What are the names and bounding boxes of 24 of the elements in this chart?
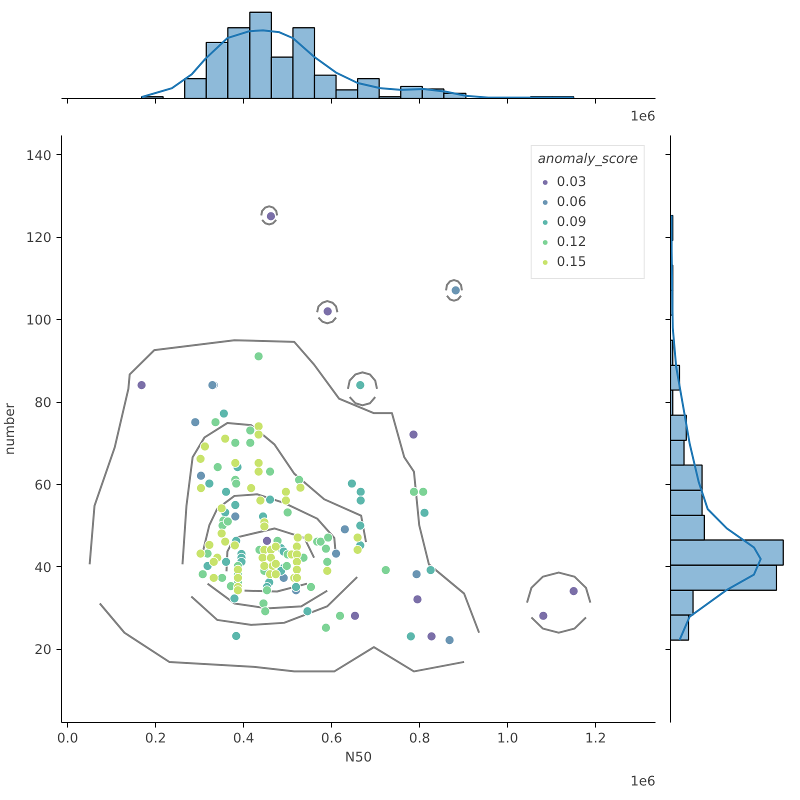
x-tick-label: 0.2 xyxy=(145,732,166,746)
y-tick-label: 40 xyxy=(34,560,52,576)
y-tick-label: 100 xyxy=(26,314,52,329)
legend-label: 0.03 xyxy=(556,174,586,190)
y-tick-label: 120 xyxy=(26,231,52,246)
y-axis-title: number xyxy=(3,402,18,456)
y-tick-label: 20 xyxy=(34,643,52,658)
text: 1e6 xyxy=(630,774,656,790)
x-tick-label: 0.8 xyxy=(409,732,430,746)
x-tick-label: 0.0 xyxy=(57,732,78,746)
legend-title: anomaly_score xyxy=(538,152,638,167)
legend-label: 0.09 xyxy=(556,214,586,230)
legend-label: 0.12 xyxy=(556,234,586,250)
text: 1e6 xyxy=(630,110,656,124)
legend-label: 0.15 xyxy=(556,254,586,270)
legend-label: 0.06 xyxy=(556,194,586,210)
x-tick-label: 1.2 xyxy=(585,732,606,746)
x-tick-label: 0.6 xyxy=(321,732,342,746)
y-tick-label: 60 xyxy=(34,478,52,494)
y-tick-label: 140 xyxy=(26,148,52,164)
x-tick-label: 0.4 xyxy=(233,732,254,746)
y-tick-label: 80 xyxy=(34,396,52,412)
x-axis-title: N50 xyxy=(345,750,372,766)
x-tick-label: 1.0 xyxy=(497,732,518,746)
